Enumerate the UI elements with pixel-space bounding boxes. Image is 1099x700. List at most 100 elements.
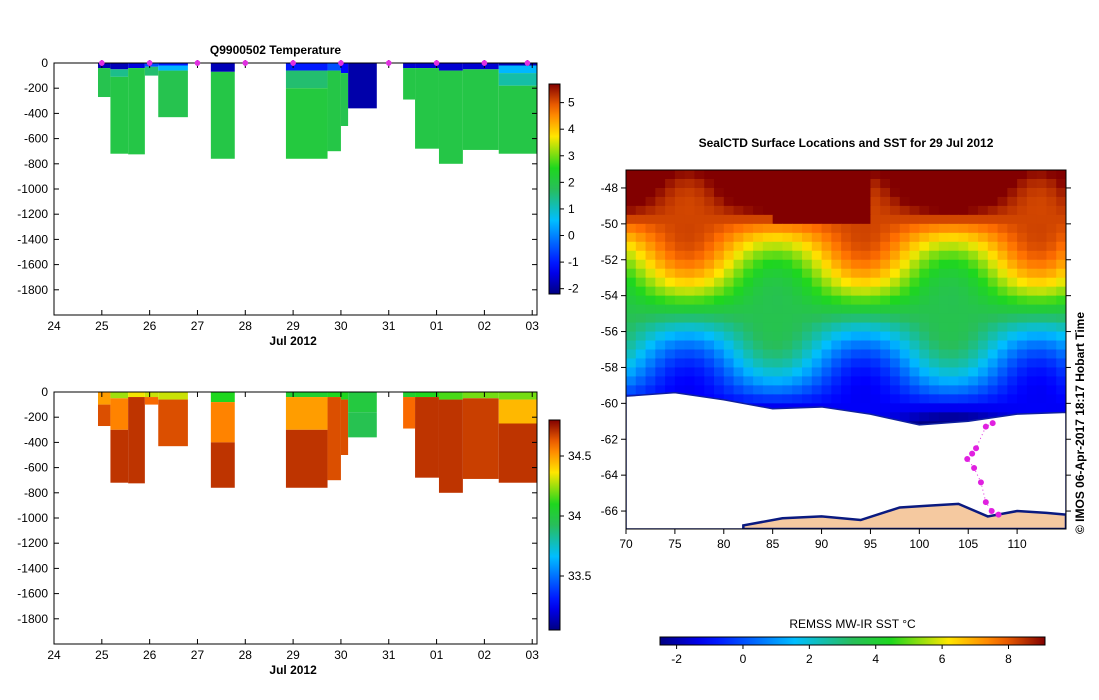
sst-cell bbox=[802, 358, 813, 369]
sst-cell bbox=[958, 259, 969, 270]
sst-cell bbox=[626, 187, 637, 198]
colorbar-tick-label: 34 bbox=[568, 509, 582, 523]
sst-cell bbox=[880, 394, 891, 404]
sst-cell bbox=[870, 250, 881, 261]
sst-cell bbox=[1026, 403, 1038, 413]
sst-cell bbox=[684, 322, 696, 333]
sst-cell bbox=[978, 340, 989, 351]
sst-cell bbox=[987, 178, 999, 189]
sst-cell bbox=[1026, 250, 1038, 261]
sst-cell bbox=[714, 196, 725, 207]
sst-cell bbox=[938, 331, 950, 342]
y-tick-label: -1200 bbox=[17, 207, 48, 221]
sst-cell bbox=[987, 268, 999, 279]
sst-cell bbox=[1007, 394, 1018, 404]
x-tick-label: 25 bbox=[95, 648, 109, 662]
sst-cell bbox=[1017, 367, 1028, 378]
sst-cell bbox=[802, 277, 813, 288]
seal-location bbox=[973, 445, 980, 452]
sst-cell bbox=[743, 304, 754, 315]
sst-cell bbox=[978, 394, 989, 404]
y-tick-label: 0 bbox=[41, 56, 48, 70]
sst-cell bbox=[733, 349, 744, 360]
sst-cell bbox=[684, 313, 696, 324]
sst-cell bbox=[714, 250, 725, 261]
sst-cell bbox=[802, 170, 813, 180]
sst-cell bbox=[811, 259, 823, 270]
sst-cell bbox=[850, 178, 862, 189]
profile-band bbox=[498, 392, 537, 400]
sst-cell bbox=[1046, 214, 1057, 225]
sst-cell bbox=[714, 313, 725, 324]
sst-cell bbox=[890, 403, 901, 413]
sst-cell bbox=[694, 205, 705, 216]
x-tick-label: 28 bbox=[239, 319, 253, 333]
sst-cell bbox=[782, 232, 793, 243]
sst-cell bbox=[762, 241, 774, 252]
sst-cell bbox=[665, 358, 676, 369]
sst-cell bbox=[958, 313, 969, 324]
sst-cell bbox=[762, 304, 774, 315]
sst-cell bbox=[684, 295, 696, 306]
sst-cell bbox=[1026, 241, 1038, 252]
sst-cell bbox=[635, 304, 647, 315]
sst-cell bbox=[958, 187, 969, 198]
sst-cell bbox=[1026, 178, 1038, 189]
sst-cell bbox=[831, 385, 842, 395]
sst-cell bbox=[899, 241, 911, 252]
x-tick-label: 95 bbox=[864, 537, 878, 551]
sst-cell bbox=[1046, 232, 1057, 243]
sst-cell bbox=[743, 170, 754, 180]
sst-cell bbox=[743, 340, 754, 351]
sst-cell bbox=[890, 178, 901, 189]
sst-cell bbox=[850, 268, 862, 279]
sst-cell bbox=[733, 178, 744, 189]
sst-cell bbox=[635, 376, 647, 386]
sst-cell bbox=[968, 241, 979, 252]
sst-cell bbox=[948, 340, 960, 351]
sst-cell bbox=[919, 394, 930, 404]
sst-cell bbox=[968, 277, 979, 288]
sst-cell bbox=[978, 232, 989, 243]
sst-cell bbox=[1046, 170, 1057, 180]
sst-cell bbox=[1007, 322, 1018, 333]
sst-cell bbox=[841, 349, 852, 360]
sst-cell bbox=[743, 286, 754, 297]
sst-cell bbox=[841, 250, 852, 261]
sst-cell bbox=[733, 232, 744, 243]
sst-cell bbox=[1017, 322, 1028, 333]
sst-cell bbox=[870, 286, 881, 297]
sst-cell bbox=[870, 367, 881, 378]
sst-cell bbox=[890, 259, 901, 270]
sst-cell bbox=[772, 223, 784, 234]
sst-cell bbox=[802, 214, 813, 225]
profile-band bbox=[285, 397, 328, 430]
sst-cell bbox=[704, 331, 715, 342]
sst-cell bbox=[655, 376, 666, 386]
sst-cell bbox=[723, 250, 735, 261]
sst-cell bbox=[1046, 403, 1057, 413]
sst-cell bbox=[1056, 304, 1066, 315]
sst-cell bbox=[831, 331, 842, 342]
sst-cell bbox=[948, 178, 960, 189]
sst-cell bbox=[870, 241, 881, 252]
profile-band bbox=[438, 70, 463, 164]
sst-cell bbox=[762, 268, 774, 279]
sst-cell bbox=[1036, 385, 1048, 395]
sst-cell bbox=[919, 250, 930, 261]
sst-cell bbox=[958, 322, 969, 333]
sst-cell bbox=[948, 376, 960, 386]
sst-cell bbox=[1046, 358, 1057, 369]
profile-band bbox=[348, 412, 377, 438]
sst-cell bbox=[919, 241, 930, 252]
sst-cell bbox=[958, 295, 969, 306]
sst-cell bbox=[665, 349, 676, 360]
sst-cell bbox=[714, 295, 725, 306]
sst-cell bbox=[938, 349, 950, 360]
sst-cell bbox=[870, 178, 881, 189]
sst-cell bbox=[831, 403, 842, 413]
sst-cell bbox=[1026, 223, 1038, 234]
sst-cell bbox=[890, 196, 901, 207]
sst-cell bbox=[626, 170, 637, 180]
sst-cell bbox=[929, 403, 940, 413]
